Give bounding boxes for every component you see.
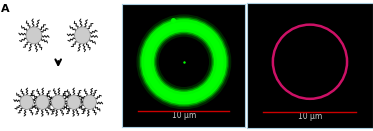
Circle shape xyxy=(75,27,90,44)
Circle shape xyxy=(67,95,81,109)
Circle shape xyxy=(36,95,49,109)
Circle shape xyxy=(83,95,96,109)
Circle shape xyxy=(20,95,33,109)
Text: 10 μm: 10 μm xyxy=(298,112,322,121)
Text: A: A xyxy=(1,4,10,14)
Circle shape xyxy=(51,95,65,109)
Text: 10 μm: 10 μm xyxy=(172,111,196,120)
Text: B: B xyxy=(121,0,129,1)
Circle shape xyxy=(26,27,42,44)
